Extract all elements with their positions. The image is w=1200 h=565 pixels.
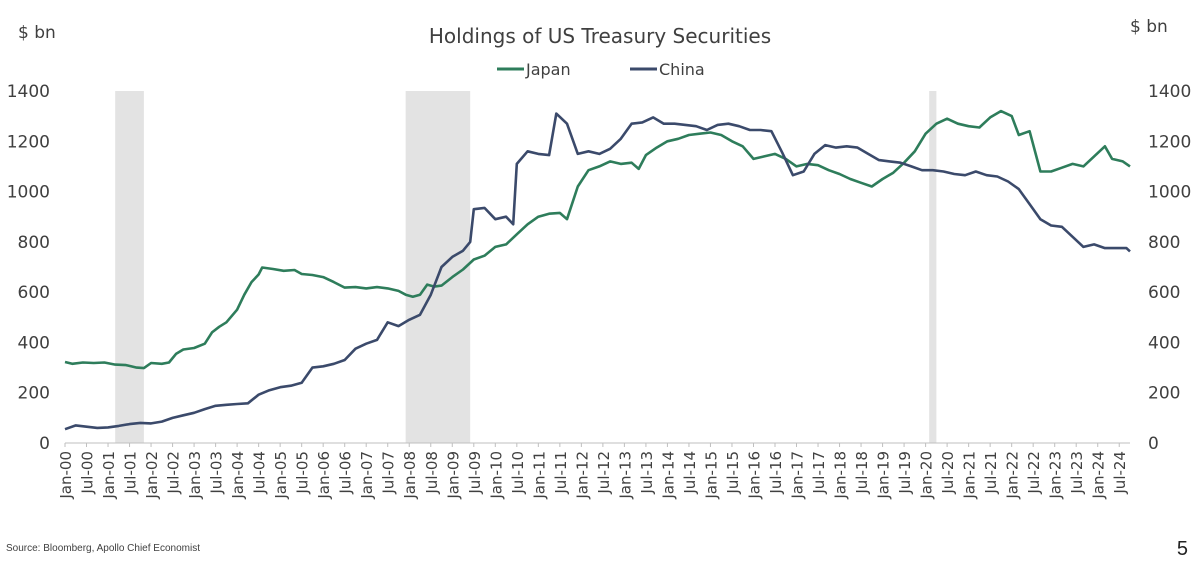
x-tick-Jan-16: Jan-16 xyxy=(745,451,763,500)
x-tick-Jul-15: Jul-15 xyxy=(724,451,742,495)
x-tick-Jan-05: Jan-05 xyxy=(272,451,290,500)
y-tick-right-200: 200 xyxy=(1148,384,1180,404)
x-tick-Jan-10: Jan-10 xyxy=(487,451,505,500)
x-tick-Jan-02: Jan-02 xyxy=(143,451,161,500)
recession-band-2 xyxy=(929,91,937,443)
x-tick-Jan-00: Jan-00 xyxy=(57,451,75,500)
y-tick-left-1400: 1400 xyxy=(7,82,50,102)
x-tick-Jan-01: Jan-01 xyxy=(100,451,118,500)
y-axis-right-unit: $ bn xyxy=(1130,17,1168,37)
x-tick-Jul-10: Jul-10 xyxy=(509,451,527,495)
x-tick-Jan-04: Jan-04 xyxy=(229,451,247,500)
legend-label-china: China xyxy=(659,60,705,79)
x-tick-Jul-13: Jul-13 xyxy=(638,451,656,495)
y-tick-right-0: 0 xyxy=(1148,434,1159,454)
x-tick-Jan-11: Jan-11 xyxy=(530,451,548,500)
y-axis-left-unit: $ bn xyxy=(18,23,56,43)
x-tick-Jul-09: Jul-09 xyxy=(466,451,484,495)
x-tick-Jan-08: Jan-08 xyxy=(401,451,419,500)
y-tick-left-400: 400 xyxy=(18,333,50,353)
y-tick-left-600: 600 xyxy=(18,283,50,303)
y-tick-right-600: 600 xyxy=(1148,283,1180,303)
x-tick-Jan-17: Jan-17 xyxy=(789,451,807,500)
x-tick-Jul-20: Jul-20 xyxy=(939,451,957,495)
x-tick-Jan-18: Jan-18 xyxy=(832,451,850,500)
x-tick-Jul-17: Jul-17 xyxy=(810,451,828,495)
y-tick-right-1200: 1200 xyxy=(1148,132,1191,152)
series-line-japan xyxy=(64,109,1131,370)
x-tick-Jan-20: Jan-20 xyxy=(918,451,936,500)
x-tick-Jan-23: Jan-23 xyxy=(1047,451,1065,500)
y-tick-left-200: 200 xyxy=(18,384,50,404)
x-tick-Jul-05: Jul-05 xyxy=(294,451,312,495)
x-tick-Jan-03: Jan-03 xyxy=(186,451,204,500)
x-tick-Jul-18: Jul-18 xyxy=(853,451,871,495)
x-tick-Jan-22: Jan-22 xyxy=(1004,451,1022,500)
y-tick-left-1000: 1000 xyxy=(7,183,50,203)
x-tick-Jan-24: Jan-24 xyxy=(1090,451,1108,500)
x-tick-Jul-01: Jul-01 xyxy=(122,451,140,495)
y-tick-left-800: 800 xyxy=(18,233,50,253)
series-line-china xyxy=(64,112,1131,431)
y-tick-left-0: 0 xyxy=(39,434,50,454)
x-tick-Jul-22: Jul-22 xyxy=(1025,451,1043,495)
x-tick-Jan-09: Jan-09 xyxy=(444,451,462,500)
x-tick-Jul-21: Jul-21 xyxy=(982,451,1000,495)
legend: Japan China xyxy=(497,60,705,79)
page-number: 5 xyxy=(1176,538,1188,560)
recession-bands xyxy=(115,91,937,443)
x-tick-Jul-14: Jul-14 xyxy=(681,451,699,495)
chart-title: Holdings of US Treasury Securities xyxy=(429,24,771,48)
x-tick-Jul-03: Jul-03 xyxy=(208,451,226,495)
x-tick-Jul-04: Jul-04 xyxy=(251,451,269,495)
chart-area: 0 200 400 600 800 1000 1200 1400 0 200 400 600 800 1… xyxy=(7,17,1192,500)
x-tick-Jan-14: Jan-14 xyxy=(659,451,677,500)
x-axis-ticks: Jan-00 Jul-00 Jan-01 Jul-01 Jan-02 Jul-02 Jan-… xyxy=(57,443,1129,500)
y-axis-right-ticks: 0 200 400 600 800 1000 1200 1400 xyxy=(1148,82,1191,454)
recession-band-0 xyxy=(115,91,144,443)
x-tick-Jul-08: Jul-08 xyxy=(423,451,441,495)
x-tick-Jan-06: Jan-06 xyxy=(315,451,333,500)
y-tick-right-1400: 1400 xyxy=(1148,82,1191,102)
y-tick-left-1200: 1200 xyxy=(7,132,50,152)
x-tick-Jul-19: Jul-19 xyxy=(896,451,914,495)
y-tick-right-400: 400 xyxy=(1148,333,1180,353)
x-tick-Jul-16: Jul-16 xyxy=(767,451,785,495)
x-tick-Jan-13: Jan-13 xyxy=(616,451,634,500)
x-tick-Jan-19: Jan-19 xyxy=(875,451,893,500)
x-tick-Jul-06: Jul-06 xyxy=(337,451,355,495)
source-note: Source: Bloomberg, Apollo Chief Economis… xyxy=(6,543,200,554)
x-tick-Jan-12: Jan-12 xyxy=(573,451,591,500)
recession-band-1 xyxy=(405,91,471,443)
x-tick-Jul-24: Jul-24 xyxy=(1111,451,1129,495)
y-axis-left-ticks: 0 200 400 600 800 1000 1200 1400 xyxy=(7,82,50,454)
x-tick-Jul-02: Jul-02 xyxy=(165,451,183,495)
x-tick-Jul-23: Jul-23 xyxy=(1068,451,1086,495)
legend-label-japan: Japan xyxy=(525,60,571,79)
y-tick-right-1000: 1000 xyxy=(1148,183,1191,203)
x-tick-Jan-15: Jan-15 xyxy=(702,451,720,500)
x-tick-Jul-11: Jul-11 xyxy=(552,451,570,495)
series-lines xyxy=(64,109,1131,431)
y-tick-right-800: 800 xyxy=(1148,233,1180,253)
x-tick-Jan-21: Jan-21 xyxy=(961,451,979,500)
x-tick-Jul-07: Jul-07 xyxy=(380,451,398,495)
x-tick-Jan-07: Jan-07 xyxy=(358,451,376,500)
x-tick-Jul-12: Jul-12 xyxy=(595,451,613,495)
x-tick-Jul-00: Jul-00 xyxy=(79,451,97,495)
